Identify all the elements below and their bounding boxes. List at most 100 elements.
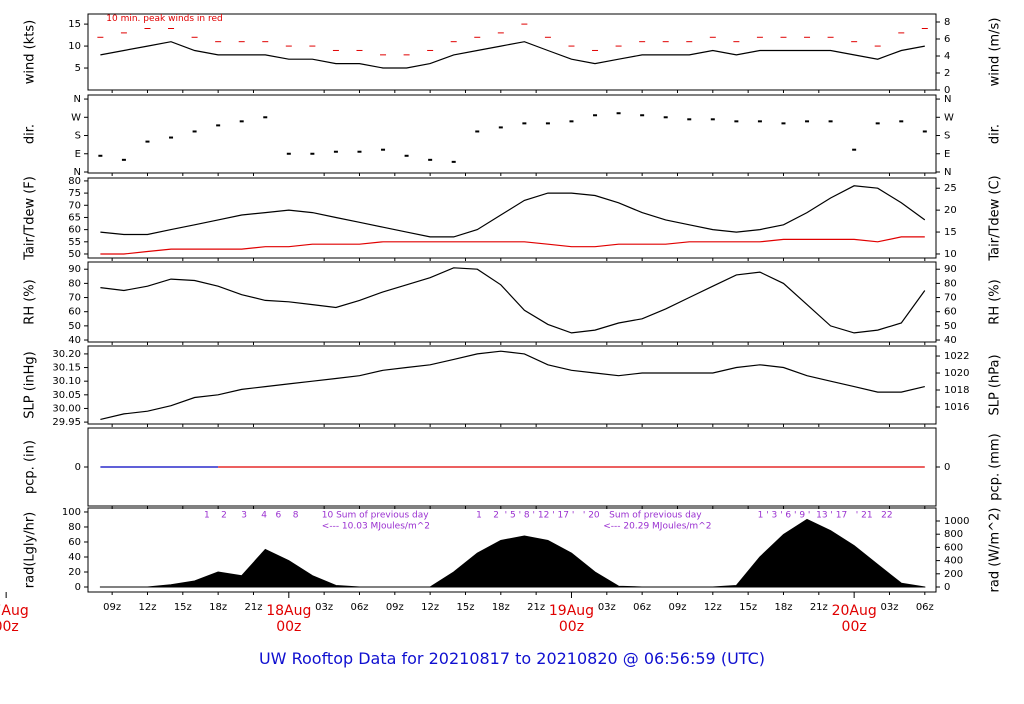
dir-point — [145, 140, 150, 143]
panel-frame — [87, 177, 937, 259]
dir-point — [451, 160, 456, 163]
day-sub-label: 00z — [0, 619, 19, 635]
panel-frame — [87, 261, 937, 343]
y2-axis-label: wind (m/s) — [988, 18, 1003, 87]
plot-area — [100, 267, 926, 334]
y-tick-label: 60 — [68, 307, 81, 318]
dir-point — [263, 116, 268, 119]
dir-point — [640, 114, 645, 117]
x-tick-label: 06z — [633, 602, 651, 613]
y2-tick-label: N — [944, 167, 951, 178]
y2-tick-label: 25 — [944, 183, 957, 194]
y-tick-label: 60 — [68, 225, 81, 236]
x-tick-label: 03z — [880, 602, 898, 613]
x-tick-label: 03z — [598, 602, 616, 613]
dir-point — [593, 114, 598, 117]
y-tick-label: 75 — [68, 188, 81, 199]
plot-area — [97, 23, 928, 69]
annotation: <--- 10.03 MJoules/m^2 — [322, 522, 430, 532]
y2-axis-label: pcp. (mm) — [988, 433, 1003, 500]
y2-tick-label: 0 — [944, 85, 950, 96]
y-tick-label: 90 — [68, 264, 81, 275]
dir-point — [192, 130, 197, 133]
y-axis-label: rad(Lgly/hr) — [23, 512, 38, 588]
dir-point — [922, 130, 927, 133]
y2-tick-label: 400 — [944, 556, 963, 567]
y-tick-label: 20 — [68, 567, 81, 578]
y-axis-label: RH (%) — [23, 279, 38, 324]
y-tick-label: E — [75, 149, 81, 160]
dir-point — [781, 122, 786, 125]
annotation: 1 2 ' 5 ' 8 ' 12 ' 17 ' ' 20 — [476, 510, 600, 520]
x-tick-label: 18z — [209, 602, 227, 613]
panel-frame — [87, 13, 937, 91]
y2-tick-label: W — [944, 112, 954, 123]
x-tick-label: 21z — [527, 602, 545, 613]
dir-point — [663, 116, 668, 119]
y2-tick-label: 0 — [944, 462, 950, 473]
y2-axis-label: Tair/Tdew (C) — [988, 175, 1003, 261]
panel-frame — [87, 507, 937, 593]
y2-tick-label: 200 — [944, 569, 963, 580]
y2-tick-label: 60 — [944, 307, 957, 318]
y2-axis-label: RH (%) — [988, 279, 1003, 324]
dir-point — [381, 148, 386, 151]
x-tick-label: 12z — [421, 602, 439, 613]
day-label: 17Aug — [0, 603, 29, 619]
y-tick-label: 80 — [68, 176, 81, 187]
dir-point — [545, 122, 550, 125]
day-label: 18Aug — [266, 603, 311, 619]
y2-tick-label: 0 — [944, 582, 950, 593]
y2-tick-label: 1016 — [944, 402, 969, 413]
y-tick-label: 30.05 — [52, 390, 81, 401]
annotation: 10 Sum of previous day — [322, 510, 429, 520]
x-tick-label: 15z — [739, 602, 757, 613]
dir-point — [710, 118, 715, 121]
x-tick-label: 09z — [668, 602, 686, 613]
dir-point — [757, 120, 762, 123]
line — [100, 267, 926, 334]
y-tick-label: S — [75, 131, 81, 142]
dir-point — [239, 120, 244, 123]
plot-area — [100, 350, 925, 420]
dir-point — [616, 112, 621, 115]
y2-axis-label: rad (W/m^2) — [988, 508, 1003, 593]
y2-tick-label: 90 — [944, 264, 957, 275]
y2-tick-label: 70 — [944, 293, 957, 304]
y-tick-label: 65 — [68, 212, 81, 223]
x-tick-label: 15z — [174, 602, 192, 613]
y2-tick-label: 1020 — [944, 368, 969, 379]
dir-point — [498, 126, 503, 129]
y-axis-label: wind (kts) — [23, 20, 38, 84]
line — [100, 236, 925, 255]
y2-tick-label: 1022 — [944, 351, 969, 362]
x-tick-label: 06z — [916, 602, 934, 613]
plot-area — [100, 185, 926, 255]
annotation: Sum of previous day — [609, 510, 702, 520]
y2-axis-label: SLP (hPa) — [988, 354, 1003, 415]
y-tick-label: 0 — [75, 462, 81, 473]
day-label: 20Aug — [832, 603, 877, 619]
y-tick-label: 40 — [68, 335, 81, 346]
x-tick-label: 15z — [456, 602, 474, 613]
y-tick-label: 30.10 — [52, 376, 81, 387]
y-tick-label: 55 — [68, 237, 81, 248]
panel: RH (%) RH (%) 40 50 60 70 80 90 40 50 60 70 80 90 — [23, 261, 1003, 346]
y2-tick-label: E — [944, 149, 950, 160]
y-axis-label: Tair/Tdew (F) — [23, 176, 38, 261]
dir-point — [98, 154, 103, 157]
x-tick-label: 18z — [492, 602, 510, 613]
y-tick-label: 40 — [68, 552, 81, 563]
y-tick-label: 15 — [68, 19, 81, 30]
dir-point — [310, 152, 315, 155]
chart-title: UW Rooftop Data for 20210817 to 20210820… — [259, 649, 765, 668]
y-tick-label: 50 — [68, 321, 81, 332]
y2-tick-label: S — [944, 131, 950, 142]
dir-point — [286, 152, 291, 155]
x-tick-label: 21z — [810, 602, 828, 613]
line — [100, 350, 925, 420]
dir-point — [475, 130, 480, 133]
y-tick-label: 70 — [68, 293, 81, 304]
y-tick-label: 30.20 — [52, 349, 81, 360]
